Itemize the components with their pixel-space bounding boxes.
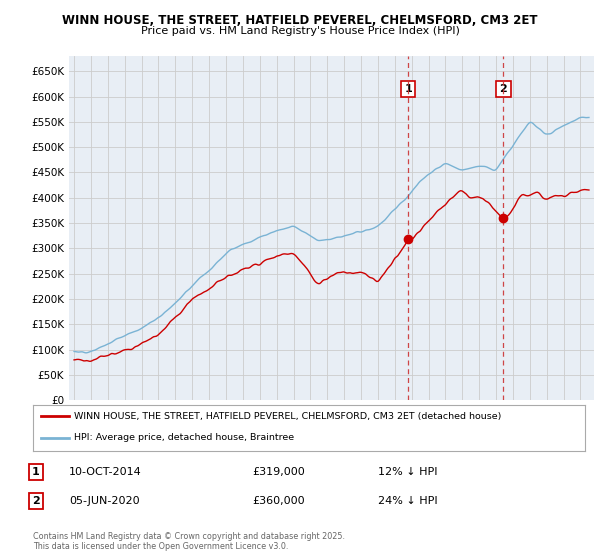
Text: 10-OCT-2014: 10-OCT-2014: [69, 467, 142, 477]
Text: Contains HM Land Registry data © Crown copyright and database right 2025.
This d: Contains HM Land Registry data © Crown c…: [33, 532, 345, 551]
Text: Price paid vs. HM Land Registry's House Price Index (HPI): Price paid vs. HM Land Registry's House …: [140, 26, 460, 36]
Text: 24% ↓ HPI: 24% ↓ HPI: [378, 496, 437, 506]
Text: 12% ↓ HPI: 12% ↓ HPI: [378, 467, 437, 477]
Text: 1: 1: [32, 467, 40, 477]
Text: WINN HOUSE, THE STREET, HATFIELD PEVEREL, CHELMSFORD, CM3 2ET: WINN HOUSE, THE STREET, HATFIELD PEVEREL…: [62, 13, 538, 27]
Text: WINN HOUSE, THE STREET, HATFIELD PEVEREL, CHELMSFORD, CM3 2ET (detached house): WINN HOUSE, THE STREET, HATFIELD PEVEREL…: [74, 412, 502, 421]
Text: HPI: Average price, detached house, Braintree: HPI: Average price, detached house, Brai…: [74, 433, 295, 442]
Text: £360,000: £360,000: [252, 496, 305, 506]
Text: 2: 2: [32, 496, 40, 506]
Text: 2: 2: [499, 84, 507, 94]
Text: 1: 1: [404, 84, 412, 94]
Text: £319,000: £319,000: [252, 467, 305, 477]
Text: 05-JUN-2020: 05-JUN-2020: [69, 496, 140, 506]
